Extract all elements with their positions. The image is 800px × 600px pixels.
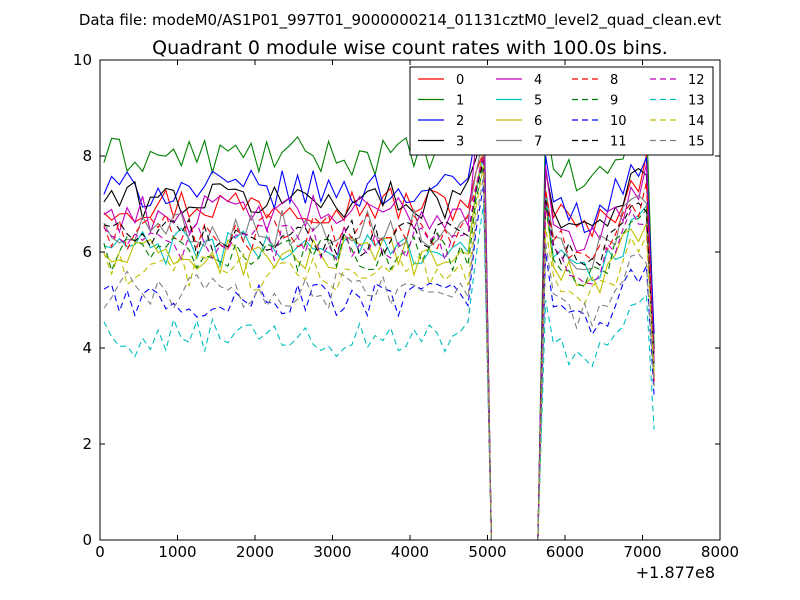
chart-title: Quadrant 0 module wise count rates with … — [152, 37, 668, 59]
series-line-15 — [103, 175, 655, 541]
x-tick-label: 3000 — [313, 543, 351, 561]
x-tick-label: 6000 — [546, 543, 584, 561]
legend-label-3: 3 — [456, 135, 464, 150]
series-line-3 — [103, 131, 655, 541]
series-line-9 — [103, 165, 655, 541]
y-tick-label: 0 — [82, 531, 92, 549]
legend-label-2: 2 — [456, 114, 464, 129]
x-tick-label: 0 — [95, 543, 105, 561]
legend-label-12: 12 — [688, 73, 705, 88]
legend-label-15: 15 — [688, 135, 705, 150]
series-line-6 — [103, 146, 655, 541]
series-line-13 — [103, 203, 655, 541]
y-tick-label: 4 — [82, 339, 92, 357]
legend-label-6: 6 — [534, 114, 542, 129]
series-line-1 — [103, 79, 655, 541]
legend-label-0: 0 — [456, 73, 464, 88]
x-tick-label: 8000 — [701, 543, 739, 561]
series-line-0 — [103, 151, 655, 541]
x-tick-label: 5000 — [468, 543, 506, 561]
legend-label-13: 13 — [688, 94, 705, 109]
series-line-10 — [103, 184, 655, 541]
legend-label-1: 1 — [456, 94, 464, 109]
legend-label-8: 8 — [610, 73, 618, 88]
series-line-12 — [103, 151, 655, 541]
x-tick-label: 7000 — [623, 543, 661, 561]
legend-label-11: 11 — [610, 135, 627, 150]
x-offset-label: +1.877e8 — [636, 563, 715, 582]
series-line-11 — [103, 160, 655, 541]
legend-label-14: 14 — [688, 114, 705, 129]
series-layer — [103, 79, 655, 541]
y-tick-label: 8 — [82, 147, 92, 165]
x-tick-label: 4000 — [391, 543, 429, 561]
x-tick-label: 2000 — [236, 543, 274, 561]
series-line-2 — [103, 98, 655, 541]
legend-label-4: 4 — [534, 73, 542, 88]
legend-label-9: 9 — [610, 94, 618, 109]
series-line-14 — [103, 165, 655, 541]
series-line-7 — [103, 136, 655, 541]
series-line-4 — [103, 93, 655, 541]
legend-label-7: 7 — [534, 135, 542, 150]
y-tick-label: 6 — [82, 243, 92, 261]
y-tick-label: 2 — [82, 435, 92, 453]
legend-label-5: 5 — [534, 94, 542, 109]
legend-label-10: 10 — [610, 114, 627, 129]
data-file-label: Data file: modeM0/AS1P01_997T01_90000002… — [79, 11, 721, 30]
x-tick-label: 1000 — [158, 543, 196, 561]
y-tick-label: 10 — [73, 51, 92, 69]
